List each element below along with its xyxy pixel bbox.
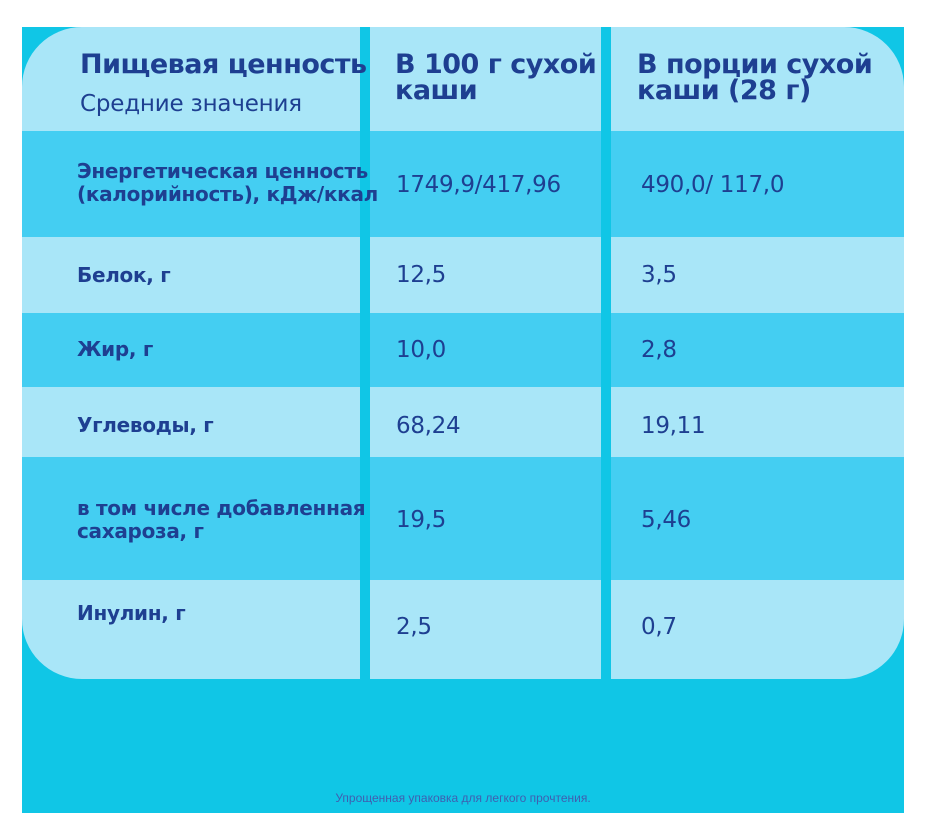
table-row (22, 131, 904, 237)
row-label-fat: Жир, г (77, 337, 154, 361)
row-value-sucrose-portion: 5,46 (641, 507, 692, 533)
row-label-inulin: Инулин, г (77, 601, 186, 625)
nutrition-panel: Пищевая ценность Средние значения В 100 … (22, 27, 904, 813)
header-title: Пищевая ценность (80, 49, 367, 80)
row-value-fat-per100: 10,0 (396, 337, 447, 363)
row-value-sucrose-per100: 19,5 (396, 507, 447, 533)
table-row (22, 580, 904, 679)
row-value-energy-per100: 1749,9/417,96 (396, 172, 561, 198)
table-row (22, 313, 904, 387)
table-row (22, 387, 904, 457)
row-label-protein: Белок, г (77, 263, 171, 287)
row-label-energy: Энергетическая ценность (калорийность), … (77, 159, 378, 206)
table-row (22, 457, 904, 580)
header-col-per-portion: В порции сухой каши (28 г) (637, 49, 873, 106)
table-row (22, 237, 904, 313)
row-value-inulin-per100: 2,5 (396, 614, 432, 640)
header-col-per-100g: В 100 г сухой каши (395, 49, 597, 106)
row-value-carbohydrates-portion: 19,11 (641, 413, 706, 439)
row-value-inulin-portion: 0,7 (641, 614, 677, 640)
column-separator (360, 27, 370, 679)
footnote: Упрощенная упаковка для легкого прочтени… (335, 791, 591, 805)
table-header-row (22, 27, 904, 131)
column-separator (601, 27, 611, 679)
row-label-carbohydrates: Углеводы, г (77, 413, 214, 437)
header-subtitle: Средние значения (80, 91, 302, 117)
row-label-sucrose: в том числе добавленная сахароза, г (77, 496, 366, 543)
row-value-protein-portion: 3,5 (641, 262, 677, 288)
nutrition-table: Пищевая ценность Средние значения В 100 … (22, 27, 904, 679)
row-value-fat-portion: 2,8 (641, 337, 677, 363)
row-value-protein-per100: 12,5 (396, 262, 447, 288)
row-value-energy-portion: 490,0/ 117,0 (641, 172, 785, 198)
row-value-carbohydrates-per100: 68,24 (396, 413, 461, 439)
